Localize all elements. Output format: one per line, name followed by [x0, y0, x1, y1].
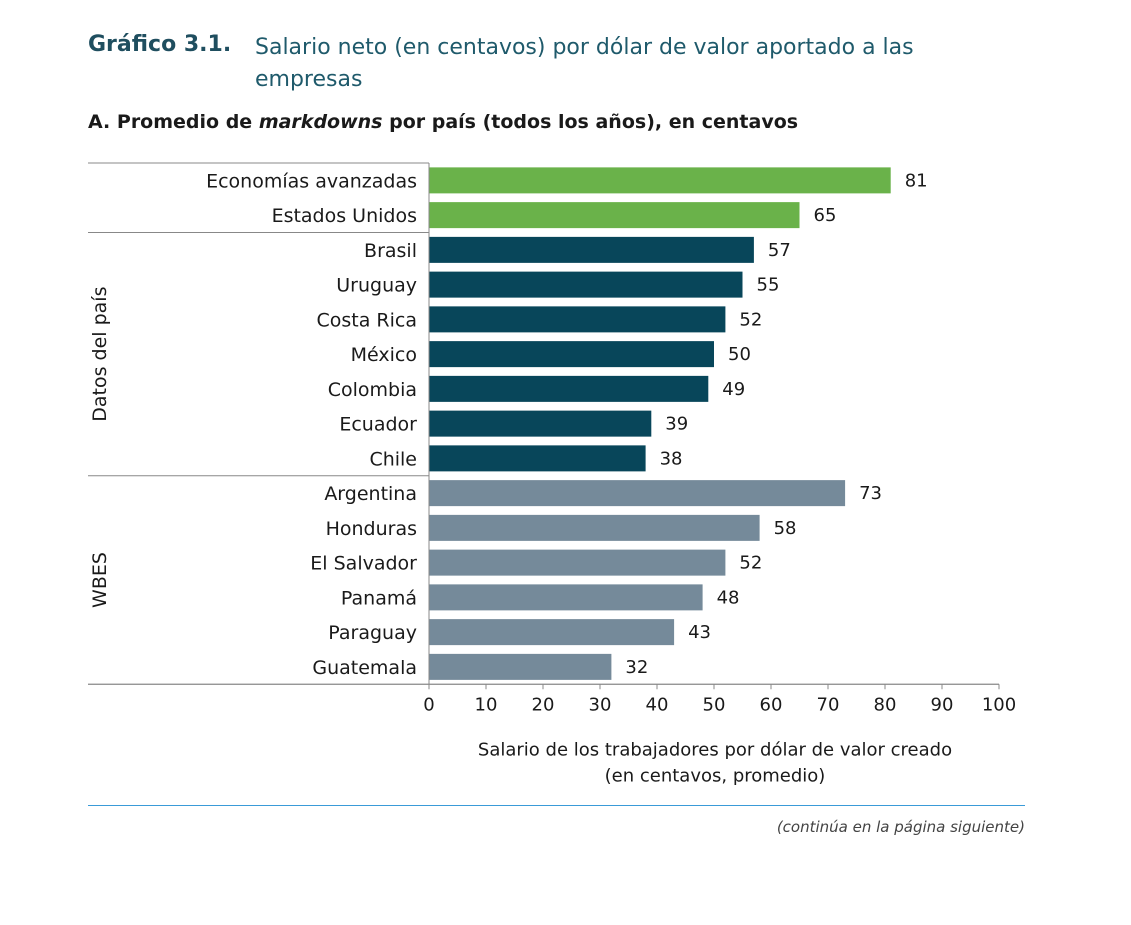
bar [429, 202, 800, 229]
x-tick-label: 40 [646, 694, 669, 715]
category-label: México [351, 344, 417, 366]
bar [429, 549, 726, 576]
data-label: 57 [768, 240, 791, 261]
category-label: Argentina [324, 483, 417, 505]
x-tick-label: 0 [423, 694, 434, 715]
data-label: 81 [905, 170, 928, 191]
data-label: 52 [739, 309, 762, 330]
data-label: 38 [660, 448, 683, 469]
bar [429, 514, 760, 541]
category-label: Guatemala [312, 657, 417, 679]
data-label: 32 [625, 657, 648, 678]
data-label: 55 [757, 275, 780, 296]
category-label: Chile [369, 448, 417, 470]
data-label: 50 [728, 344, 751, 365]
panel-subtitle: A. Promedio de markdowns por país (todos… [88, 111, 798, 133]
bar [429, 410, 652, 437]
figure-title: Salario neto (en centavos) por dólar de … [255, 35, 914, 92]
category-label: Ecuador [339, 414, 417, 436]
category-label: Panamá [341, 587, 417, 609]
category-label: El Salvador [310, 553, 417, 575]
subtitle-prefix: A. Promedio de [88, 111, 259, 133]
data-label: 48 [717, 587, 740, 608]
bar [429, 584, 703, 611]
category-label: Colombia [328, 379, 417, 401]
footer-divider [88, 805, 1025, 806]
bar [429, 375, 709, 402]
data-label: 43 [688, 622, 711, 643]
bar [429, 306, 726, 333]
category-label: Uruguay [336, 275, 417, 297]
bar [429, 271, 743, 298]
x-tick-label: 70 [817, 694, 840, 715]
x-tick-label: 80 [874, 694, 897, 715]
bar [429, 619, 675, 646]
category-label: Brasil [364, 240, 417, 262]
x-axis-title: (en centavos, promedio) [605, 765, 826, 786]
x-tick-label: 30 [589, 694, 612, 715]
data-label: 39 [665, 414, 688, 435]
x-tick-label: 100 [982, 694, 1016, 715]
group-label: Datos del país [89, 287, 111, 422]
category-label: Honduras [326, 518, 417, 540]
subtitle-suffix: por país (todos los años), en centavos [382, 111, 799, 133]
bar [429, 236, 754, 263]
x-tick-label: 50 [703, 694, 726, 715]
x-axis-title: Salario de los trabajadores por dólar de… [478, 739, 952, 760]
data-label: 73 [859, 483, 882, 504]
x-tick-label: 60 [760, 694, 783, 715]
bar [429, 167, 891, 194]
data-label: 52 [739, 553, 762, 574]
bar [429, 341, 714, 368]
group-label: WBES [89, 552, 111, 608]
x-tick-label: 90 [931, 694, 954, 715]
x-tick-label: 10 [475, 694, 498, 715]
category-label: Costa Rica [317, 309, 418, 331]
data-label: 65 [814, 205, 837, 226]
bar [429, 445, 646, 472]
figure-label: Gráfico 3.1. [88, 32, 232, 57]
continuation-note: (continúa en la página siguiente) [776, 818, 1025, 836]
data-label: 49 [722, 379, 745, 400]
x-tick-label: 20 [532, 694, 555, 715]
category-label: Paraguay [328, 622, 417, 644]
bar [429, 653, 612, 680]
category-label: Estados Unidos [272, 205, 417, 227]
data-label: 58 [774, 518, 797, 539]
bar [429, 480, 846, 507]
category-label: Economías avanzadas [206, 170, 417, 192]
subtitle-italic: markdowns [258, 111, 383, 133]
